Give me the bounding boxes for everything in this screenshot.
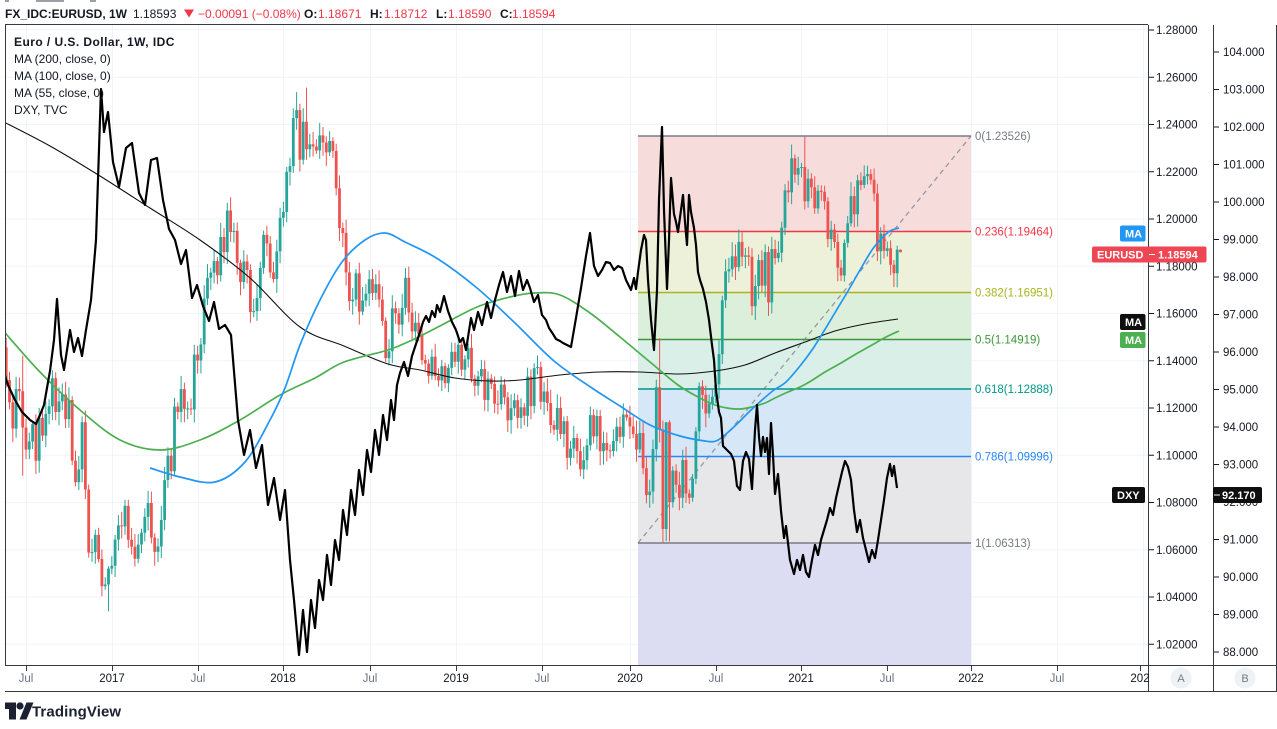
svg-text:Jul: Jul	[1050, 673, 1065, 685]
svg-text:Jul: Jul	[19, 673, 34, 685]
svg-text:Euro / U.S. Dollar, 1W, IDC: Euro / U.S. Dollar, 1W, IDC	[14, 35, 175, 49]
svg-text:MA: MA	[1125, 335, 1142, 347]
svg-text:93.000: 93.000	[1223, 460, 1258, 472]
svg-text:1.08000: 1.08000	[1156, 498, 1198, 510]
svg-text:Jul: Jul	[880, 673, 895, 685]
svg-text:1.20000: 1.20000	[1156, 214, 1198, 226]
svg-text:99.000: 99.000	[1223, 235, 1258, 247]
svg-text:Jul: Jul	[709, 673, 724, 685]
svg-text:2017: 2017	[99, 673, 125, 685]
svg-text:L:: L:	[436, 7, 447, 21]
svg-text:1.18671: 1.18671	[318, 7, 362, 21]
svg-text:1.28000: 1.28000	[1156, 25, 1198, 37]
svg-text:MA: MA	[1125, 229, 1142, 241]
svg-text:1.18594: 1.18594	[1158, 250, 1199, 262]
svg-text:1.18593: 1.18593	[133, 7, 177, 21]
svg-text:FX_IDC:EURUSD, 1W: FX_IDC:EURUSD, 1W	[5, 7, 128, 21]
svg-text:TradingView: TradingView	[32, 704, 121, 721]
svg-text:O:: O:	[304, 7, 317, 21]
svg-text:1.16000: 1.16000	[1156, 309, 1198, 321]
svg-text:1.22000: 1.22000	[1156, 167, 1198, 179]
svg-text:101.000: 101.000	[1223, 160, 1265, 172]
svg-text:104.000: 104.000	[1223, 47, 1265, 59]
svg-text:94.000: 94.000	[1223, 422, 1258, 434]
svg-text:1.18000: 1.18000	[1156, 261, 1198, 273]
svg-text:1.04000: 1.04000	[1156, 592, 1198, 604]
svg-text:0.618(1.12888): 0.618(1.12888)	[975, 384, 1053, 396]
svg-text:1(1.06313): 1(1.06313)	[975, 538, 1031, 550]
svg-text:97.000: 97.000	[1223, 310, 1258, 322]
svg-text:1.24000: 1.24000	[1156, 120, 1198, 132]
svg-text:96.000: 96.000	[1223, 347, 1258, 359]
svg-text:MA (100, close, 0): MA (100, close, 0)	[14, 69, 111, 83]
svg-text:MA: MA	[1125, 317, 1142, 329]
svg-text:2021: 2021	[788, 673, 814, 685]
svg-text:1.18712: 1.18712	[384, 7, 428, 21]
svg-text:88.000: 88.000	[1223, 647, 1258, 659]
svg-text:H:: H:	[370, 7, 383, 21]
svg-text:1.06000: 1.06000	[1156, 545, 1198, 557]
svg-text:102.000: 102.000	[1223, 122, 1265, 134]
svg-text:2019: 2019	[443, 673, 469, 685]
svg-text:100.000: 100.000	[1223, 197, 1265, 209]
svg-text:C:: C:	[500, 7, 513, 21]
svg-text:Jul: Jul	[191, 673, 206, 685]
svg-text:DXY: DXY	[1117, 490, 1140, 502]
svg-text:95.000: 95.000	[1223, 385, 1258, 397]
svg-text:−0.00091 (−0.08%): −0.00091 (−0.08%)	[198, 7, 301, 21]
svg-text:0.786(1.09996): 0.786(1.09996)	[975, 452, 1053, 464]
svg-text:0.236(1.19464): 0.236(1.19464)	[975, 227, 1053, 239]
svg-text:Jul: Jul	[363, 673, 378, 685]
svg-text:0.382(1.16951): 0.382(1.16951)	[975, 288, 1053, 300]
svg-text:89.000: 89.000	[1223, 610, 1258, 622]
svg-text:98.000: 98.000	[1223, 272, 1258, 284]
svg-text:EURUSD: EURUSD	[1097, 250, 1144, 262]
svg-text:1.12000: 1.12000	[1156, 403, 1198, 415]
svg-text:MA (200, close, 0): MA (200, close, 0)	[14, 52, 111, 66]
svg-text:1.26000: 1.26000	[1156, 72, 1198, 84]
svg-text:0(1.23526): 0(1.23526)	[975, 131, 1031, 143]
svg-text:92.170: 92.170	[1222, 490, 1256, 502]
svg-text:DXY, TVC: DXY, TVC	[14, 103, 68, 117]
svg-text:103.000: 103.000	[1223, 85, 1265, 97]
svg-text:1.02000: 1.02000	[1156, 639, 1198, 651]
svg-text:1.18594: 1.18594	[512, 7, 556, 21]
svg-text:Jul: Jul	[535, 673, 550, 685]
svg-text:91.000: 91.000	[1223, 535, 1258, 547]
svg-text:1.10000: 1.10000	[1156, 450, 1198, 462]
svg-text:2020: 2020	[617, 673, 643, 685]
svg-text:202: 202	[1130, 673, 1149, 685]
svg-text:0.5(1.14919): 0.5(1.14919)	[975, 335, 1040, 347]
svg-text:2018: 2018	[270, 673, 296, 685]
svg-text:1.14000: 1.14000	[1156, 356, 1198, 368]
svg-text:1.18590: 1.18590	[448, 7, 492, 21]
svg-text:B: B	[1241, 673, 1248, 685]
svg-text:A: A	[1177, 673, 1185, 685]
svg-text:90.000: 90.000	[1223, 572, 1258, 584]
svg-text:2022: 2022	[958, 673, 984, 685]
svg-text:MA (55, close, 0): MA (55, close, 0)	[14, 86, 104, 100]
